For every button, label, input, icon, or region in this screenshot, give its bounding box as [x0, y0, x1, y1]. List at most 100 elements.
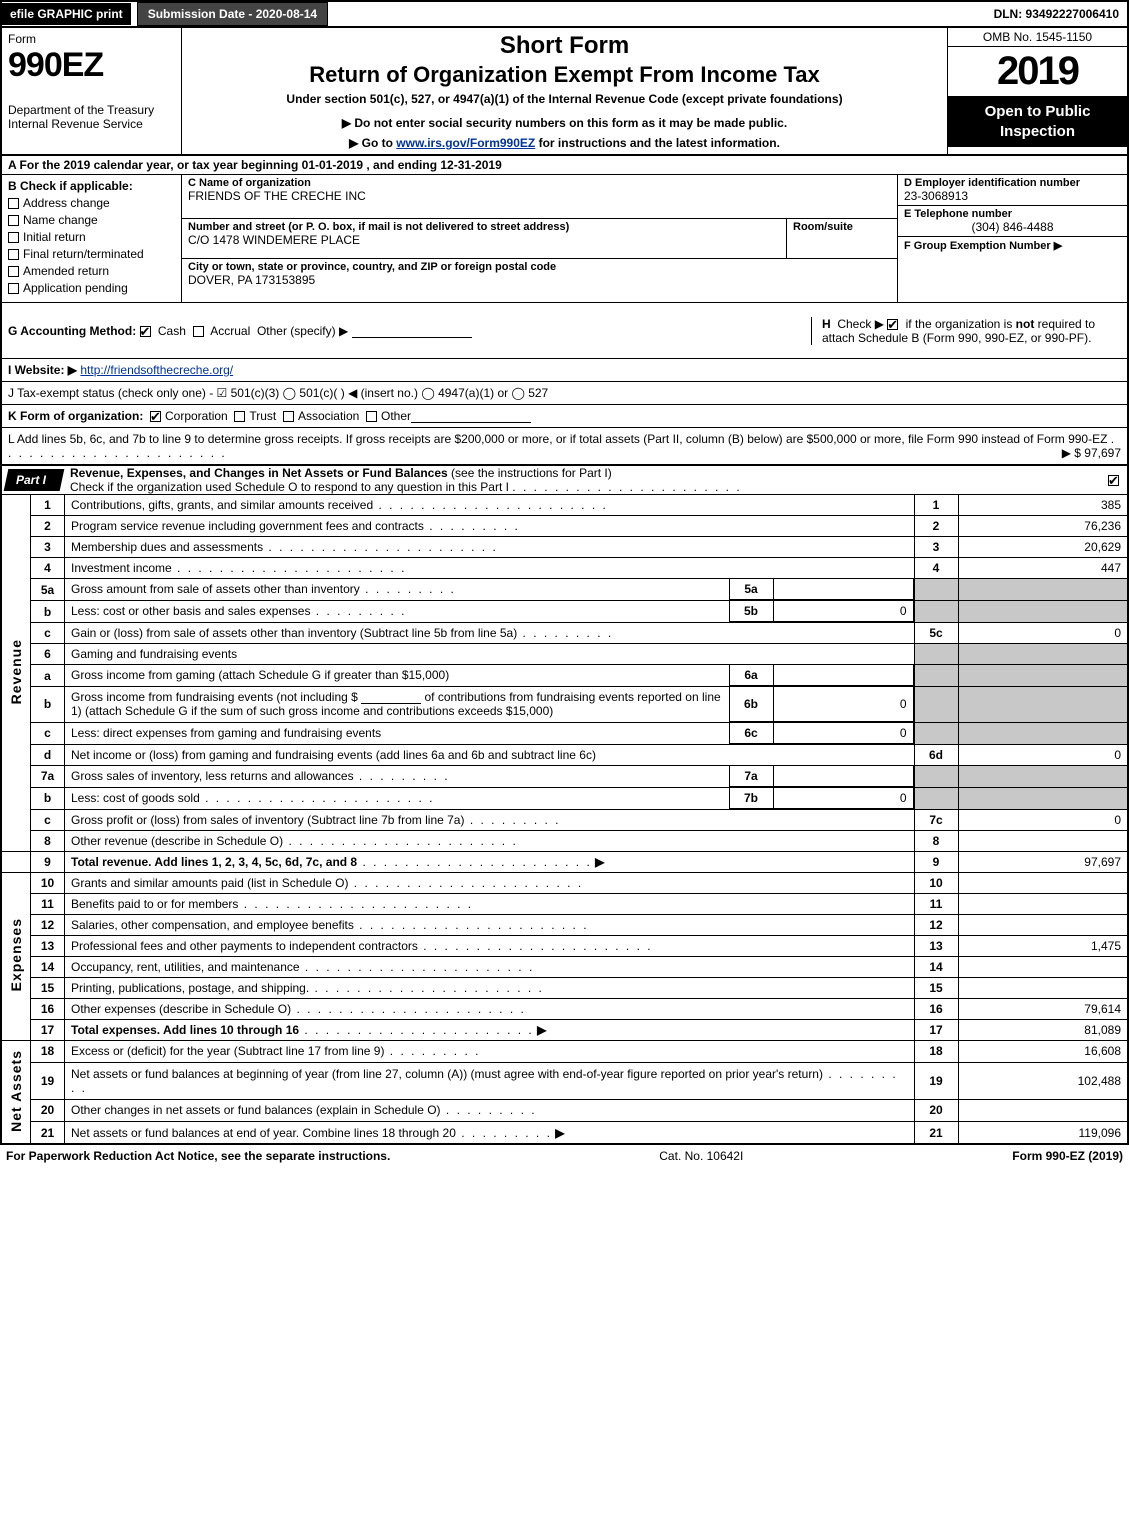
line-amount: 20,629 — [958, 537, 1128, 558]
g-other-input[interactable] — [352, 324, 472, 338]
shaded-cell — [914, 665, 958, 687]
checkbox-schedule-o-part1[interactable] — [1108, 475, 1119, 486]
shaded-cell — [958, 579, 1128, 601]
line-desc: Other changes in net assets or fund bala… — [71, 1103, 441, 1117]
chk-label: Final return/terminated — [23, 247, 144, 261]
sub-box: 6a — [729, 665, 773, 686]
checkbox-final-return[interactable] — [8, 249, 19, 260]
line-num: c — [31, 809, 65, 830]
h-label: H — [822, 317, 831, 331]
table-row: d Net income or (loss) from gaming and f… — [1, 744, 1128, 765]
dln-label: DLN: 93492227006410 — [986, 3, 1127, 25]
line-num: 15 — [31, 977, 65, 998]
ssn-warning: ▶ Do not enter social security numbers o… — [190, 116, 939, 130]
sub-box: 5a — [729, 579, 773, 600]
line-desc: Benefits paid to or for members — [71, 897, 238, 911]
line-desc: Contributions, gifts, grants, and simila… — [71, 498, 373, 512]
footer-left: For Paperwork Reduction Act Notice, see … — [6, 1149, 390, 1163]
section-b-title: B Check if applicable: — [8, 179, 175, 193]
checkbox-accrual[interactable] — [193, 326, 204, 337]
line-desc: Occupancy, rent, utilities, and maintena… — [71, 960, 300, 974]
website-link[interactable]: http://friendsofthecreche.org/ — [80, 363, 233, 377]
table-row: 3 Membership dues and assessments 3 20,6… — [1, 537, 1128, 558]
line-num: 10 — [31, 872, 65, 893]
table-row: Expenses 10 Grants and similar amounts p… — [1, 872, 1128, 893]
line-6b-blank[interactable] — [361, 690, 421, 704]
checkbox-other-org[interactable] — [366, 411, 377, 422]
shaded-cell — [914, 787, 958, 809]
line-box: 9 — [914, 851, 958, 872]
line-desc: Membership dues and assessments — [71, 540, 263, 554]
k-other: Other — [381, 409, 411, 423]
table-row: 16 Other expenses (describe in Schedule … — [1, 998, 1128, 1019]
ein-label: D Employer identification number — [904, 177, 1121, 189]
l-amount: ▶ $ 97,697 — [1062, 446, 1121, 460]
h-text1: Check ▶ — [837, 317, 884, 331]
shaded-cell — [914, 687, 958, 723]
part-1-header: Part I Revenue, Expenses, and Changes in… — [0, 465, 1129, 495]
line-amount: 79,614 — [958, 998, 1128, 1019]
shaded-cell — [958, 787, 1128, 809]
table-row: Net Assets 18 Excess or (deficit) for th… — [1, 1040, 1128, 1062]
line-num: b — [31, 787, 65, 809]
table-row: 13 Professional fees and other payments … — [1, 935, 1128, 956]
irs-form-link[interactable]: www.irs.gov/Form990EZ — [396, 136, 535, 150]
table-row: 19 Net assets or fund balances at beginn… — [1, 1062, 1128, 1099]
sub-box: 7a — [729, 766, 773, 787]
section-d-e-f: D Employer identification number 23-3068… — [897, 175, 1127, 302]
line-amount — [958, 893, 1128, 914]
line-box: 4 — [914, 558, 958, 579]
table-row: c Less: direct expenses from gaming and … — [1, 722, 1128, 744]
sub-box: 6c — [729, 723, 773, 744]
line-desc-pre: Gross income from fundraising events (no… — [71, 690, 358, 704]
address-label: Number and street (or P. O. box, if mail… — [188, 221, 780, 233]
part-1-title-paren: (see the instructions for Part I) — [451, 466, 612, 480]
line-desc: Net assets or fund balances at end of ye… — [71, 1126, 456, 1140]
checkbox-association[interactable] — [283, 411, 294, 422]
line-desc: Net assets or fund balances at beginning… — [71, 1067, 823, 1081]
checkbox-corporation[interactable] — [150, 411, 161, 422]
page-footer: For Paperwork Reduction Act Notice, see … — [0, 1144, 1129, 1167]
chk-label: Address change — [23, 196, 110, 210]
line-amount: 0 — [958, 744, 1128, 765]
table-row: c Gain or (loss) from sale of assets oth… — [1, 623, 1128, 644]
table-row: 20 Other changes in net assets or fund b… — [1, 1099, 1128, 1121]
room-label: Room/suite — [793, 221, 891, 233]
line-num: 18 — [31, 1040, 65, 1062]
checkbox-application-pending[interactable] — [8, 283, 19, 294]
line-amount: 0 — [958, 809, 1128, 830]
checkbox-address-change[interactable] — [8, 198, 19, 209]
expenses-side-label: Expenses — [1, 872, 31, 1040]
line-desc: Salaries, other compensation, and employ… — [71, 918, 354, 932]
table-row: Revenue 1 Contributions, gifts, grants, … — [1, 495, 1128, 516]
line-box: 20 — [914, 1099, 958, 1121]
shaded-cell — [958, 765, 1128, 787]
section-j-tax-exempt: J Tax-exempt status (check only one) - ☑… — [0, 382, 1129, 405]
line-amount: 447 — [958, 558, 1128, 579]
line-desc: Professional fees and other payments to … — [71, 939, 418, 953]
net-assets-side-label: Net Assets — [1, 1040, 31, 1144]
header-left: Form 990EZ Department of the Treasury In… — [2, 28, 182, 154]
g-cash: Cash — [158, 324, 186, 338]
line-box: 12 — [914, 914, 958, 935]
checkbox-cash[interactable] — [140, 326, 151, 337]
line-desc: Program service revenue including govern… — [71, 519, 424, 533]
j-text: J Tax-exempt status (check only one) - ☑… — [8, 386, 548, 400]
checkbox-trust[interactable] — [234, 411, 245, 422]
efile-print-button[interactable]: efile GRAPHIC print — [2, 3, 131, 25]
line-desc: Excess or (deficit) for the year (Subtra… — [71, 1044, 384, 1058]
checkbox-initial-return[interactable] — [8, 232, 19, 243]
footer-right: Form 990-EZ (2019) — [1012, 1149, 1123, 1163]
k-other-input[interactable] — [411, 409, 531, 423]
checkbox-h-schedule-b[interactable] — [887, 319, 898, 330]
line-num: 3 — [31, 537, 65, 558]
arrow-icon: ▶ — [555, 1126, 564, 1140]
table-row: 14 Occupancy, rent, utilities, and maint… — [1, 956, 1128, 977]
checkbox-amended-return[interactable] — [8, 266, 19, 277]
checkbox-name-change[interactable] — [8, 215, 19, 226]
line-box: 1 — [914, 495, 958, 516]
org-name-value: FRIENDS OF THE CRECHE INC — [188, 189, 891, 203]
line-desc: Net income or (loss) from gaming and fun… — [71, 748, 596, 762]
line-box: 7c — [914, 809, 958, 830]
line-box: 14 — [914, 956, 958, 977]
